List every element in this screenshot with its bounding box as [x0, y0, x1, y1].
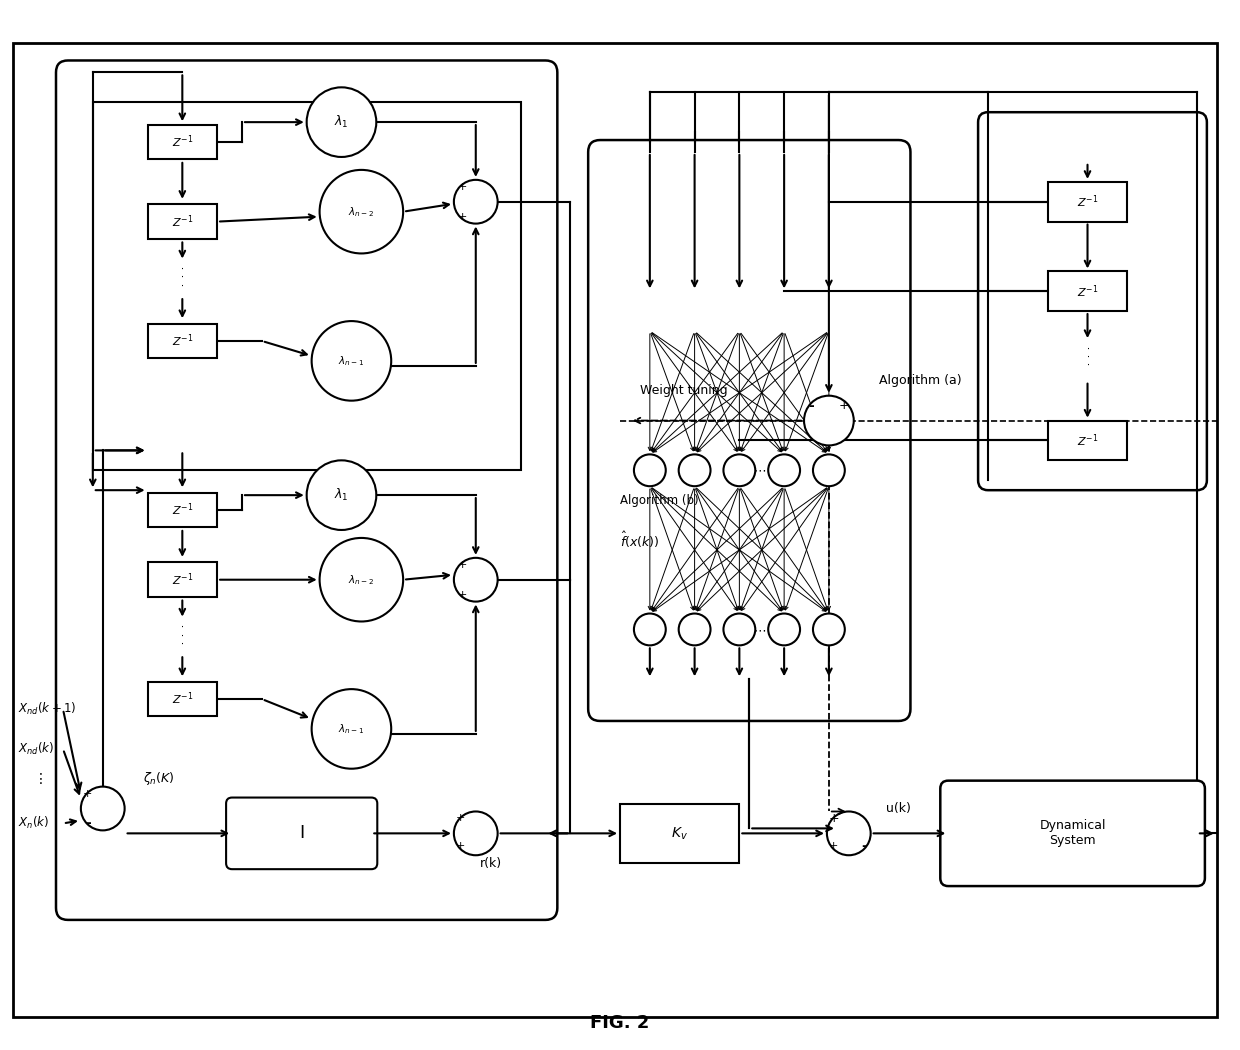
Text: $Z^{-1}$: $Z^{-1}$: [1076, 193, 1099, 210]
Text: $\lambda_{n-1}$: $\lambda_{n-1}$: [339, 722, 365, 736]
Text: +: +: [830, 841, 838, 852]
Text: $\lambda_1$: $\lambda_1$: [334, 114, 348, 130]
Circle shape: [320, 170, 403, 253]
Text: $\lambda_{n-2}$: $\lambda_{n-2}$: [348, 573, 374, 587]
Text: $Z^{-1}$: $Z^{-1}$: [171, 213, 193, 230]
Circle shape: [634, 455, 666, 486]
Text: $Z^{-1}$: $Z^{-1}$: [1076, 433, 1099, 448]
Text: +: +: [458, 590, 467, 600]
Text: -: -: [808, 399, 813, 413]
FancyBboxPatch shape: [1048, 182, 1127, 222]
Text: +: +: [458, 212, 467, 222]
Circle shape: [769, 613, 800, 646]
Circle shape: [306, 460, 376, 530]
Text: +: +: [458, 182, 467, 192]
FancyBboxPatch shape: [940, 780, 1205, 886]
Text: $\cdot$
$\cdot$
$\cdot$: $\cdot$ $\cdot$ $\cdot$: [180, 621, 185, 648]
Circle shape: [454, 812, 497, 856]
FancyBboxPatch shape: [148, 681, 217, 716]
Text: $X_{nd}(k)$: $X_{nd}(k)$: [19, 740, 55, 757]
Text: $Z^{-1}$: $Z^{-1}$: [171, 571, 193, 588]
FancyBboxPatch shape: [620, 803, 739, 863]
Circle shape: [81, 786, 125, 831]
FancyBboxPatch shape: [148, 125, 217, 160]
Text: $\zeta_n(K)$: $\zeta_n(K)$: [143, 770, 174, 788]
Circle shape: [678, 613, 711, 646]
Circle shape: [311, 321, 391, 401]
Text: I: I: [299, 824, 304, 842]
Text: $\cdots$: $\cdots$: [753, 464, 766, 477]
Text: Algorithm (a): Algorithm (a): [879, 374, 961, 387]
Text: $Z^{-1}$: $Z^{-1}$: [171, 502, 193, 519]
Circle shape: [723, 455, 755, 486]
Text: Algorithm (b): Algorithm (b): [620, 494, 698, 507]
Text: $K_v$: $K_v$: [671, 825, 688, 841]
Text: $\cdot$
$\cdot$
$\cdot$: $\cdot$ $\cdot$ $\cdot$: [180, 262, 185, 290]
Text: $\hat{f}(x(k))$: $\hat{f}(x(k))$: [620, 530, 660, 550]
Text: +: +: [838, 399, 849, 413]
Circle shape: [813, 613, 844, 646]
Text: $Z^{-1}$: $Z^{-1}$: [171, 133, 193, 150]
Circle shape: [306, 87, 376, 156]
Text: +: +: [83, 789, 93, 799]
FancyBboxPatch shape: [148, 204, 217, 239]
FancyBboxPatch shape: [226, 798, 377, 869]
Text: Dynamical
System: Dynamical System: [1039, 819, 1106, 847]
Text: $\lambda_{n-2}$: $\lambda_{n-2}$: [348, 205, 374, 218]
Circle shape: [311, 689, 391, 769]
FancyBboxPatch shape: [1048, 271, 1127, 311]
Text: $X_{nd}(k+1)$: $X_{nd}(k+1)$: [19, 701, 77, 717]
Circle shape: [634, 613, 666, 646]
Text: $\lambda_{n-1}$: $\lambda_{n-1}$: [339, 354, 365, 368]
FancyBboxPatch shape: [148, 492, 217, 527]
Text: +: +: [458, 560, 467, 570]
Text: $Z^{-1}$: $Z^{-1}$: [171, 691, 193, 708]
Circle shape: [813, 455, 844, 486]
Text: r(k): r(k): [480, 857, 502, 869]
Text: +: +: [456, 814, 465, 823]
Circle shape: [320, 538, 403, 622]
Circle shape: [723, 613, 755, 646]
Text: $Z^{-1}$: $Z^{-1}$: [171, 333, 193, 350]
Text: u(k): u(k): [887, 802, 911, 815]
Text: $\vdots$: $\vdots$: [33, 771, 42, 786]
Text: -: -: [861, 839, 867, 854]
Text: +: +: [828, 812, 839, 825]
Circle shape: [769, 455, 800, 486]
Text: $\cdot$
$\cdot$
$\cdot$: $\cdot$ $\cdot$ $\cdot$: [1085, 342, 1090, 370]
FancyBboxPatch shape: [148, 563, 217, 597]
Text: $X_n(k)$: $X_n(k)$: [19, 816, 50, 832]
Circle shape: [678, 455, 711, 486]
Circle shape: [804, 396, 854, 445]
Text: +: +: [456, 841, 465, 852]
Text: $\cdots$: $\cdots$: [753, 623, 766, 636]
FancyBboxPatch shape: [148, 323, 217, 358]
Circle shape: [454, 180, 497, 224]
Text: $Z^{-1}$: $Z^{-1}$: [1076, 282, 1099, 299]
Text: $\lambda_1$: $\lambda_1$: [334, 487, 348, 503]
Circle shape: [454, 558, 497, 602]
Text: -: -: [86, 817, 91, 831]
Circle shape: [827, 812, 870, 856]
FancyBboxPatch shape: [1048, 421, 1127, 460]
Text: Weight tuning: Weight tuning: [640, 384, 728, 397]
Text: FIG. 2: FIG. 2: [590, 1014, 650, 1032]
